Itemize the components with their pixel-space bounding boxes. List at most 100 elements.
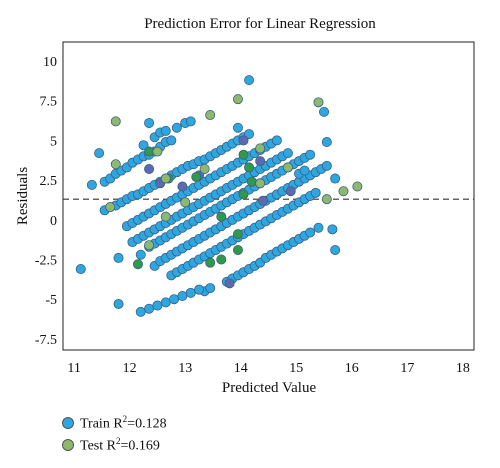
test-point <box>313 97 324 108</box>
y-tick-label: 7.5 <box>40 95 58 110</box>
train-point <box>282 148 293 159</box>
x-tick-label: 16 <box>345 361 359 376</box>
train-point <box>285 186 296 197</box>
test-point <box>216 254 227 265</box>
test-point <box>160 211 171 222</box>
train-point <box>86 179 97 190</box>
legend-test-label: Test R2=0.169 <box>80 436 160 455</box>
test-point <box>232 94 243 105</box>
train-point <box>305 149 316 160</box>
y-tick-label: -5 <box>45 293 57 308</box>
train-point <box>160 125 171 136</box>
train-point <box>135 249 146 260</box>
train-point <box>177 291 188 302</box>
x-tick-label: 15 <box>289 361 303 376</box>
train-point <box>177 181 188 192</box>
train-point <box>271 135 282 146</box>
train-point <box>257 195 268 206</box>
test-point <box>255 178 266 189</box>
train-point <box>305 227 316 238</box>
test-point <box>352 181 363 192</box>
train-point <box>152 300 163 311</box>
y-axis-label: Residuals <box>15 167 31 225</box>
train-point <box>169 294 180 305</box>
train-point <box>238 135 249 146</box>
train-point <box>244 75 255 86</box>
test-point <box>244 162 255 173</box>
test-point <box>132 259 143 270</box>
test-point <box>144 146 155 157</box>
prediction-error-chart: Prediction Error for Linear Regression 1… <box>15 16 475 396</box>
train-point <box>330 173 341 184</box>
test-point <box>246 176 257 187</box>
test-point <box>282 162 293 173</box>
test-point <box>255 143 266 154</box>
test-point <box>321 194 332 205</box>
x-tick-label: 11 <box>67 361 80 376</box>
test-point <box>232 229 243 240</box>
train-point <box>138 140 149 151</box>
train-point <box>313 222 324 233</box>
train-point <box>144 164 155 175</box>
y-tick-label: -7.5 <box>35 333 57 348</box>
x-tick-label: 12 <box>123 361 137 376</box>
y-tick-label: 0 <box>50 214 57 229</box>
train-point <box>194 284 205 295</box>
train-point <box>330 244 341 255</box>
test-point <box>152 146 163 157</box>
legend-train-name: Train R <box>80 416 123 432</box>
train-point <box>171 122 182 133</box>
test-point <box>205 110 216 121</box>
y-tick-label: 10 <box>43 55 57 70</box>
train-marker-icon <box>62 417 74 429</box>
train-point <box>94 148 105 159</box>
train-point <box>205 283 216 294</box>
legend-train-superscript: 2 <box>122 413 128 424</box>
x-tick-label: 17 <box>400 361 414 376</box>
train-point <box>255 156 266 167</box>
train-point <box>224 278 235 289</box>
y-tick-label: 5 <box>50 134 57 149</box>
train-point <box>232 122 243 133</box>
test-point <box>205 257 216 268</box>
train-point <box>144 303 155 314</box>
test-point <box>238 189 249 200</box>
chart-title: Prediction Error for Linear Regression <box>144 16 376 32</box>
train-point <box>185 116 196 127</box>
test-point <box>238 149 249 160</box>
train-point <box>185 287 196 298</box>
test-point <box>110 159 121 170</box>
train-point <box>321 137 332 148</box>
train-point <box>75 264 86 275</box>
legend-test-name: Test R <box>80 438 116 454</box>
legend-item-train: Train R2=0.128 <box>62 412 167 434</box>
train-point <box>327 224 338 235</box>
test-point <box>144 240 155 251</box>
test-point <box>191 171 202 182</box>
test-point <box>105 202 116 213</box>
test-point <box>232 244 243 255</box>
train-point <box>135 306 146 317</box>
test-point <box>199 164 210 175</box>
test-point <box>216 211 227 222</box>
chart-legend: Train R2=0.128 Test R2=0.169 <box>62 412 167 456</box>
legend-item-test: Test R2=0.169 <box>62 434 167 456</box>
legend-test-value: =0.169 <box>120 438 160 454</box>
test-marker-icon <box>62 439 74 451</box>
train-point <box>113 298 124 309</box>
x-tick-label: 13 <box>178 361 192 376</box>
train-point <box>310 187 321 198</box>
test-point <box>160 173 171 184</box>
legend-train-value: =0.128 <box>127 416 167 432</box>
y-tick-label: 2.5 <box>40 174 58 189</box>
y-tick-label: -2.5 <box>35 254 57 269</box>
plot-area-frame <box>62 41 475 351</box>
x-axis-label: Predicted Value <box>222 380 317 396</box>
train-point <box>166 135 177 146</box>
x-tick-label: 18 <box>456 361 470 376</box>
train-point <box>319 106 330 117</box>
train-point <box>160 297 171 308</box>
y-axis-ticks: 10 7.5 5 2.5 0 -2.5 -5 -7.5 <box>35 55 57 348</box>
test-point <box>180 197 191 208</box>
train-point <box>244 129 255 140</box>
